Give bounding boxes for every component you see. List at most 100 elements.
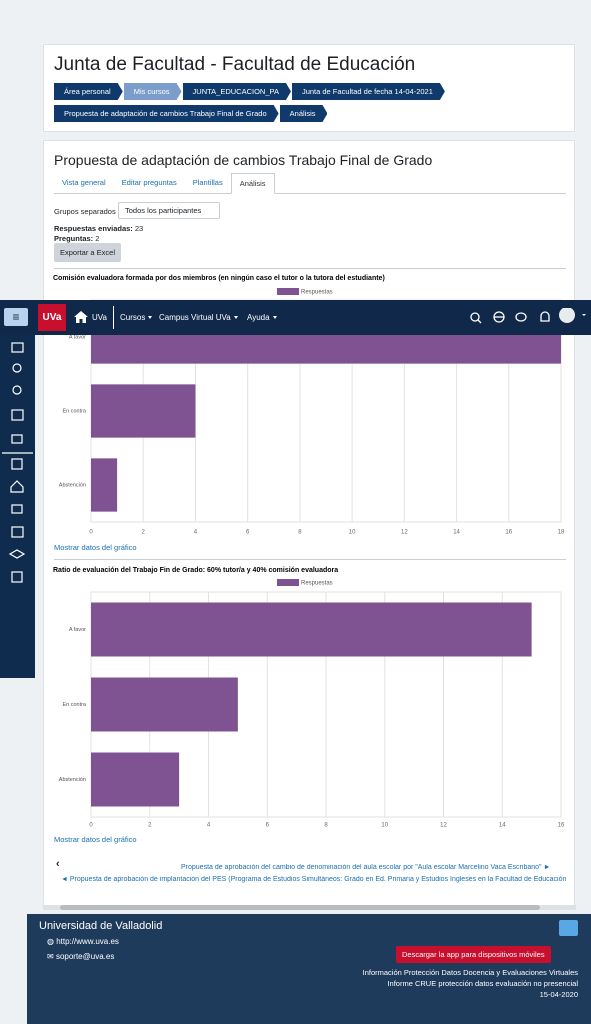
export-button[interactable]: Exportar a Excel <box>54 243 122 262</box>
bar <box>91 458 118 512</box>
logo[interactable]: UVa <box>38 304 66 331</box>
footer-links: Información Protección Datos Docencia y … <box>348 967 578 1000</box>
drawer-icon[interactable] <box>8 549 26 559</box>
next-activity-link[interactable]: Propuesta de aprobación del cambio de de… <box>181 864 551 871</box>
responses: Respuestas enviadas: 23 <box>54 224 143 233</box>
group-label: Grupos separados <box>54 207 116 216</box>
questions-label: Preguntas: <box>54 234 94 243</box>
category-label: En contra <box>62 408 86 414</box>
twitter-button[interactable] <box>559 920 578 936</box>
drawer-icon[interactable] <box>11 342 24 353</box>
footer: Universidad de Valladolid ◍ http://www.u… <box>27 914 591 1024</box>
footer-web[interactable]: ◍ http://www.uva.es <box>47 937 119 946</box>
x-tick-label: 4 <box>194 530 198 536</box>
x-tick-label: 4 <box>207 823 211 829</box>
caret <box>582 314 586 316</box>
responses-value: 23 <box>134 224 144 233</box>
drawer-icon[interactable] <box>11 409 24 421</box>
x-tick-label: 2 <box>142 530 146 536</box>
x-tick-label: 10 <box>349 530 356 536</box>
legend-swatch <box>277 579 299 586</box>
show-data-link[interactable]: Mostrar datos del gráfico <box>54 543 137 552</box>
x-tick-label: 0 <box>89 530 93 536</box>
drawer-icon[interactable] <box>11 504 23 514</box>
x-tick-label: 8 <box>298 530 302 536</box>
tab[interactable]: Análisis <box>230 173 275 194</box>
drawer-icon[interactable] <box>11 458 23 470</box>
breadcrumbs: Área personal Mis cursos JUNTA_EDUCACION_P… <box>54 83 464 122</box>
bar <box>91 752 180 807</box>
drawer-icon[interactable] <box>12 385 22 395</box>
search-icon[interactable] <box>470 312 480 322</box>
breadcrumb[interactable]: Mis cursos <box>124 83 182 100</box>
footer-web-text[interactable]: http://www.uva.es <box>56 937 119 946</box>
menu-item[interactable]: Ayuda <box>247 313 277 322</box>
x-tick-label: 12 <box>440 823 447 829</box>
footer-email-text[interactable]: soporte@uva.es <box>55 952 115 961</box>
x-tick-label: 6 <box>246 530 250 536</box>
footer-date: 15-04-2020 <box>539 990 578 999</box>
drawer-icon[interactable] <box>10 480 24 493</box>
drawer-icon[interactable] <box>11 526 24 538</box>
x-tick-label: 14 <box>453 530 460 536</box>
chart-title: Ratio de evaluación del Trabajo Fin de G… <box>53 567 338 574</box>
home-link[interactable]: UVa <box>92 313 107 322</box>
breadcrumb[interactable]: Análisis <box>280 105 328 122</box>
navbar: ≡ UVa UVa Cursos Campus Virtual UVa Ayud… <box>0 300 591 335</box>
legend-swatch <box>277 288 299 295</box>
scrollbar[interactable] <box>44 905 576 910</box>
menu-item[interactable]: Campus Virtual UVa <box>159 313 238 322</box>
caret <box>272 316 277 320</box>
home-glyph <box>74 311 88 323</box>
bar <box>91 384 196 438</box>
drawer-toggle[interactable]: ≡ <box>4 308 28 326</box>
tab[interactable]: Plantillas <box>192 178 223 187</box>
show-data-link[interactable]: Mostrar datos del gráfico <box>54 835 137 844</box>
avatar[interactable] <box>559 308 575 323</box>
breadcrumb[interactable]: JUNTA_EDUCACION_PA <box>183 83 291 100</box>
x-tick-label: 2 <box>148 823 152 829</box>
x-tick-label: 16 <box>505 530 512 536</box>
drawer-icon[interactable] <box>11 571 23 583</box>
divider <box>113 306 114 329</box>
messages-icon[interactable] <box>515 312 527 322</box>
tab[interactable]: Vista general <box>62 178 106 187</box>
app-button[interactable]: Descargar la app para dispositivos móvil… <box>396 946 551 963</box>
activity-title: Propuesta de adaptación de cambios Traba… <box>54 152 433 168</box>
legend-label: Respuestas <box>301 581 333 587</box>
separator <box>54 268 566 269</box>
menu-text: Cursos <box>120 313 146 322</box>
questions: Preguntas: 2 <box>54 234 99 243</box>
questions-value: 2 <box>95 234 100 243</box>
drawer-icon[interactable] <box>12 363 22 373</box>
home-icon[interactable] <box>73 310 89 324</box>
caret <box>233 316 238 320</box>
x-tick-label: 10 <box>381 823 388 829</box>
category-label: Abstención <box>59 777 86 783</box>
x-tick-label: 14 <box>499 823 506 829</box>
footer-email[interactable]: ✉ soporte@uva.es <box>47 952 115 961</box>
footer-link[interactable]: Información Protección Datos Docencia y … <box>362 968 578 977</box>
prev-activity-link[interactable]: ◄ Propuesta de aprobación de implantació… <box>61 876 567 883</box>
category-label: A favor <box>69 627 86 633</box>
drawer <box>0 335 35 678</box>
breadcrumb[interactable]: Junta de Facultad de fecha 14-04-2021 <box>292 83 445 100</box>
breadcrumb[interactable]: Propuesta de adaptación de cambios Traba… <box>54 105 279 122</box>
category-label: A favor <box>69 334 86 340</box>
category-label: En contra <box>62 702 86 708</box>
prev-arrow[interactable]: ‹ <box>56 858 60 870</box>
drawer-icon[interactable] <box>11 434 23 444</box>
bar <box>91 602 532 657</box>
scrollbar-thumb[interactable] <box>60 905 540 910</box>
responses-label: Respuestas enviadas: <box>54 224 133 233</box>
breadcrumb[interactable]: Área personal <box>54 83 123 100</box>
caret <box>148 316 153 320</box>
tab[interactable]: Editar preguntas <box>121 178 177 187</box>
group-select[interactable]: Todos los participantes <box>118 202 221 219</box>
footer-link[interactable]: Informe CRUE protección datos evaluación… <box>387 979 578 988</box>
menu-item[interactable]: Cursos <box>120 313 153 322</box>
bar <box>91 677 238 732</box>
notifications-icon[interactable] <box>540 311 550 322</box>
